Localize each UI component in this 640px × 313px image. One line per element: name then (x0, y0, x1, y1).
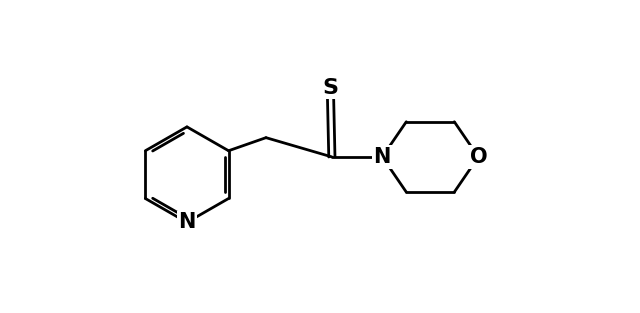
Text: S: S (323, 78, 339, 98)
Text: N: N (374, 147, 391, 167)
Text: N: N (374, 147, 391, 167)
Text: O: O (470, 147, 487, 167)
Text: N: N (179, 212, 196, 232)
